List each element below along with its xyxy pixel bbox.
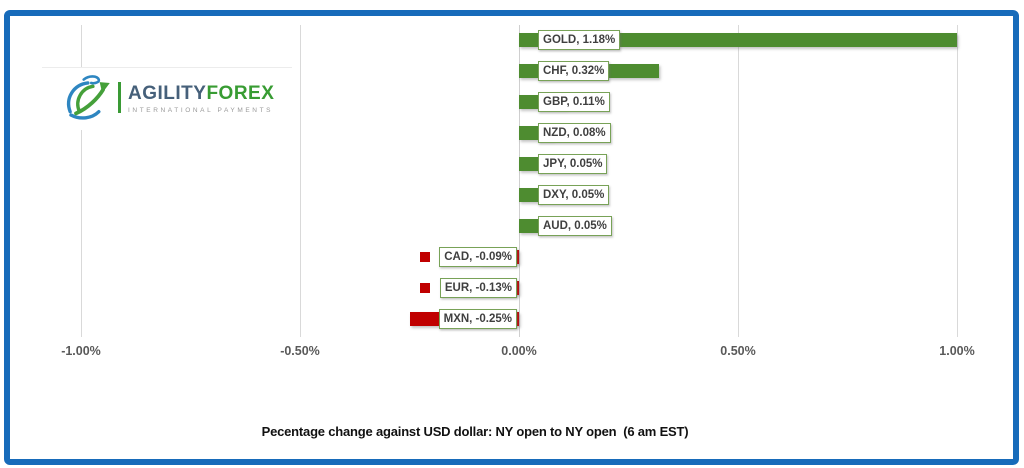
x-tick-label: 0.00% <box>501 344 537 358</box>
data-label-cad: CAD, -0.09% <box>439 247 517 267</box>
chart-title: Pecentage change against USD dollar: NY … <box>261 424 689 439</box>
data-label-aud: AUD, 0.05% <box>538 216 612 236</box>
axis-zero-line <box>519 25 520 337</box>
data-label-jpy: JPY, 0.05% <box>538 154 608 174</box>
data-label-mxn: MXN, -0.25% <box>438 309 517 329</box>
logo-brand-primary: AGILITY <box>128 83 207 104</box>
gridline <box>957 25 958 337</box>
agilityforex-logo: AGILITYFOREX INTERNATIONAL PAYMENTS <box>42 67 292 130</box>
data-label-gold: GOLD, 1.18% <box>538 30 621 50</box>
logo-brand: AGILITYFOREX <box>128 84 274 104</box>
legend-key-aud <box>524 221 534 231</box>
x-tick-label: 0.50% <box>720 344 756 358</box>
logo-divider <box>118 81 121 113</box>
data-label-chf: CHF, 0.32% <box>538 61 610 81</box>
legend-key-mxn <box>420 314 430 324</box>
gridline <box>738 25 739 337</box>
data-label-gbp: GBP, 0.11% <box>538 92 610 112</box>
x-tick-label: 1.00% <box>939 344 975 358</box>
x-axis: -1.00% -0.50% 0.00% 0.50% 1.00% <box>0 344 1024 362</box>
gridline <box>81 25 82 337</box>
data-label-eur: EUR, -0.13% <box>439 278 517 298</box>
x-tick-label: -1.00% <box>61 344 101 358</box>
data-label-nzd: NZD, 0.08% <box>538 123 611 143</box>
legend-key-nzd <box>524 128 534 138</box>
legend-key-dxy <box>524 190 534 200</box>
legend-key-eur <box>420 283 430 293</box>
legend-key-cad <box>420 252 430 262</box>
legend-key-gbp <box>524 97 534 107</box>
logo-tagline: INTERNATIONAL PAYMENTS <box>128 107 274 114</box>
x-tick-label: -0.50% <box>280 344 320 358</box>
legend-key-chf <box>524 66 534 76</box>
logo-text: AGILITYFOREX INTERNATIONAL PAYMENTS <box>128 84 274 115</box>
gridline <box>300 25 301 337</box>
data-label-dxy: DXY, 0.05% <box>538 185 610 205</box>
legend-key-jpy <box>524 159 534 169</box>
globe-arrow-icon <box>67 75 110 120</box>
legend-key-gold <box>524 35 534 45</box>
bar-gold <box>519 33 957 47</box>
logo-brand-secondary: FOREX <box>206 83 275 104</box>
